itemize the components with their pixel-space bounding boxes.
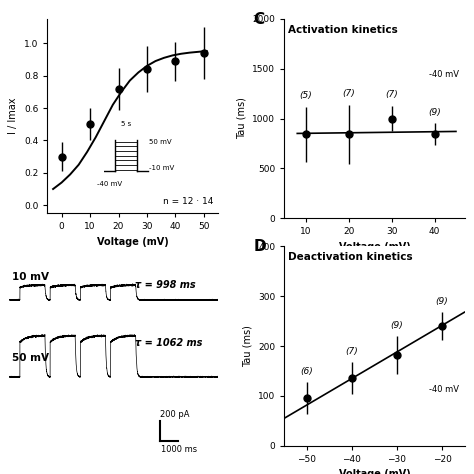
Text: 5 s: 5 s — [121, 121, 131, 127]
Text: (9): (9) — [428, 108, 441, 117]
Text: 1000 ms: 1000 ms — [161, 446, 197, 455]
Text: -40 mV: -40 mV — [97, 182, 122, 187]
Text: (6): (6) — [301, 367, 313, 376]
Text: (7): (7) — [342, 89, 355, 98]
X-axis label: Voltage (mV): Voltage (mV) — [97, 237, 169, 247]
Text: (9): (9) — [391, 321, 403, 330]
Text: Deactivation kinetics: Deactivation kinetics — [288, 253, 413, 263]
Text: C: C — [254, 12, 264, 27]
Y-axis label: Tau (ms): Tau (ms) — [243, 325, 253, 367]
Text: τ = 998 ms: τ = 998 ms — [135, 280, 195, 290]
X-axis label: Voltage (mV): Voltage (mV) — [338, 469, 410, 474]
Text: (9): (9) — [436, 297, 448, 306]
Text: (5): (5) — [300, 91, 312, 100]
Text: -40 mV: -40 mV — [429, 385, 459, 394]
Text: Activation kinetics: Activation kinetics — [288, 25, 398, 35]
X-axis label: Voltage (mV): Voltage (mV) — [338, 242, 410, 252]
Text: 50 mV: 50 mV — [11, 353, 48, 363]
Text: -40 mV: -40 mV — [429, 70, 459, 79]
Text: 10 mV: 10 mV — [11, 272, 48, 282]
Text: τ = 1062 ms: τ = 1062 ms — [135, 338, 202, 348]
Y-axis label: Tau (ms): Tau (ms) — [237, 98, 247, 139]
Text: D: D — [254, 239, 266, 255]
Text: -10 mV: -10 mV — [148, 165, 174, 171]
Text: (7): (7) — [346, 347, 358, 356]
Text: 50 mV: 50 mV — [148, 139, 171, 145]
Text: 200 pA: 200 pA — [160, 410, 190, 419]
Text: n = 12 · 14: n = 12 · 14 — [163, 197, 213, 206]
Text: (7): (7) — [385, 90, 398, 99]
Y-axis label: I / Imax: I / Imax — [9, 98, 18, 135]
